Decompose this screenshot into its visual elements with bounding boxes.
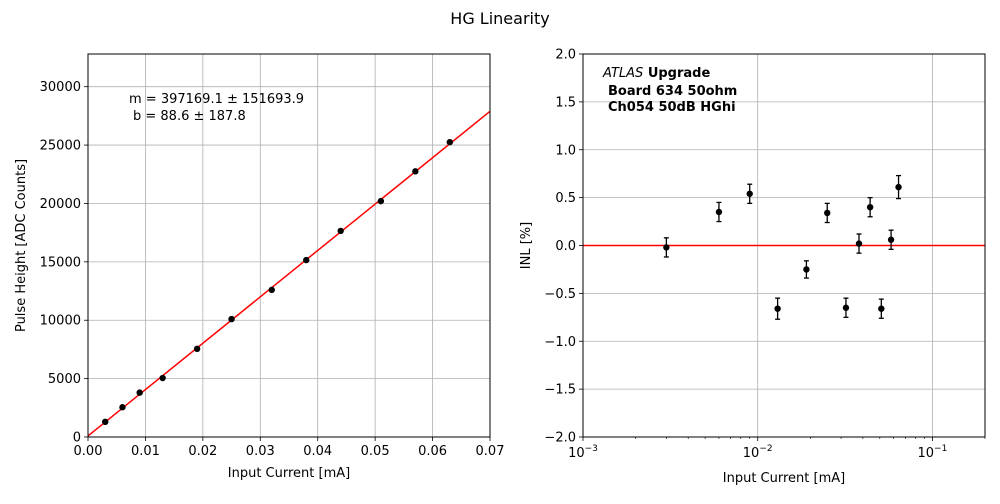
x-tick-label: 0.07 — [476, 444, 505, 459]
y-tick-label: 30000 — [40, 80, 81, 95]
y-tick-label: 0 — [73, 431, 81, 446]
linearity-y-axis-label: Pulse Height [ADC Counts] — [14, 159, 29, 332]
y-tick-label: 2.0 — [555, 48, 576, 63]
linearity-y-ticks: 0 5000 10000 15000 20000 25000 30000 — [40, 80, 88, 446]
y-tick-label: 20000 — [40, 197, 81, 212]
inl-panel: 10−3 10−2 10−1 −2.0 −1.5 −1.0 −0.5 0.0 0.5 1.0 1.… — [519, 48, 986, 486]
data-point — [446, 138, 453, 146]
board-label: Board 634 50ohm — [608, 84, 737, 99]
data-point — [774, 305, 781, 312]
data-point — [159, 374, 166, 382]
fit-intercept-annotation: b = 88.6 ± 187.8 — [133, 109, 246, 124]
linearity-x-ticks: 0.00 0.01 0.02 0.03 0.04 0.05 0.06 0.07 — [74, 437, 505, 459]
x-tick-label: 0.03 — [246, 444, 275, 459]
y-tick-label: 0.0 — [555, 239, 576, 254]
data-point — [824, 209, 831, 217]
y-tick-label: 10000 — [40, 314, 81, 329]
linearity-x-axis-label: Input Current [mA] — [228, 466, 350, 481]
y-tick-label: 1.5 — [555, 95, 576, 110]
data-point — [895, 183, 902, 191]
upgrade-label-text: Upgrade — [648, 66, 711, 81]
data-point — [102, 418, 109, 426]
y-tick-label: 15000 — [40, 255, 81, 270]
data-point — [842, 304, 850, 311]
y-tick-label: −1.5 — [544, 383, 576, 398]
inl-y-ticks: −2.0 −1.5 −1.0 −0.5 0.0 0.5 1.0 1.5 2.0 — [544, 48, 583, 446]
x-tick-label: 0.06 — [418, 444, 447, 459]
inl-points — [663, 174, 902, 320]
y-tick-label: 1.0 — [555, 143, 576, 158]
y-tick-label: 0.5 — [555, 191, 576, 206]
data-point — [746, 190, 753, 197]
data-point — [878, 305, 885, 312]
data-point — [377, 197, 385, 205]
x-tick-label: 10−2 — [743, 444, 773, 461]
linearity-gridlines — [87, 54, 491, 438]
data-point — [866, 204, 874, 211]
data-point — [119, 404, 126, 411]
data-point — [337, 227, 344, 235]
atlas-label: ATLAS — [602, 66, 643, 81]
x-tick-label: 0.00 — [74, 444, 103, 459]
y-tick-label: −1.0 — [544, 335, 576, 350]
data-point — [412, 168, 419, 175]
linearity-points — [102, 138, 453, 426]
data-point — [715, 208, 723, 216]
data-point — [268, 286, 275, 294]
x-tick-label: 0.04 — [303, 444, 332, 459]
inl-y-axis-label: INL [%] — [519, 222, 534, 269]
y-tick-label: −2.0 — [544, 431, 576, 446]
data-point — [136, 389, 143, 396]
linearity-plot-frame — [87, 53, 491, 438]
x-tick-label: 0.02 — [188, 444, 217, 459]
x-tick-label: 10−3 — [568, 444, 598, 461]
data-point — [887, 236, 895, 243]
x-tick-label: 10−1 — [917, 444, 947, 461]
x-tick-label: 0.01 — [131, 444, 160, 459]
x-tick-label: 0.05 — [361, 444, 390, 459]
data-point — [803, 266, 810, 273]
data-point — [303, 256, 310, 264]
data-point — [663, 244, 670, 251]
linear-fit-line — [87, 110, 491, 437]
y-tick-label: 25000 — [40, 139, 81, 154]
inl-x-axis-label: Input Current [mA] — [723, 471, 845, 486]
fit-slope-annotation: m = 397169.1 ± 151693.9 — [129, 92, 304, 107]
data-point — [193, 345, 201, 353]
figure-title: HG Linearity — [450, 9, 549, 28]
y-tick-label: 5000 — [48, 372, 81, 387]
atlas-upgrade-label: ATLAS Upgrade — [602, 66, 710, 81]
data-point — [855, 240, 863, 247]
inl-x-ticks: 10−3 10−2 10−1 — [568, 437, 986, 461]
y-tick-label: −0.5 — [544, 287, 576, 302]
linearity-panel: 0.00 0.01 0.02 0.03 0.04 0.05 0.06 0.07 0 5000 10… — [14, 53, 505, 481]
data-point — [228, 315, 235, 323]
channel-label: Ch054 50dB HGhi — [608, 100, 736, 115]
